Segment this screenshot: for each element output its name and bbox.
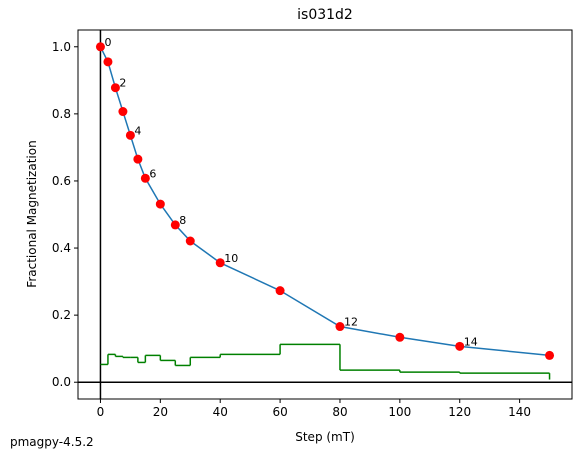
data-point — [118, 107, 128, 117]
y-tick-label: 0.2 — [52, 308, 71, 322]
x-tick-label: 40 — [213, 405, 228, 419]
y-axis-label: Fractional Magnetization — [25, 140, 39, 287]
data-point — [103, 57, 113, 67]
data-point — [110, 83, 120, 93]
point-label: 14 — [464, 335, 478, 348]
plot-frame — [77, 29, 573, 400]
y-tick-label: 0.6 — [52, 174, 71, 188]
x-tick-label: 0 — [97, 405, 105, 419]
x-axis-label: Step (mT) — [295, 430, 355, 444]
data-point — [455, 341, 465, 351]
x-tick-label: 20 — [153, 405, 168, 419]
point-label: 4 — [134, 124, 141, 137]
x-tick-label: 60 — [272, 405, 287, 419]
data-point — [170, 220, 180, 230]
y-tick-label: 0.0 — [52, 375, 71, 389]
point-label: 6 — [149, 167, 156, 180]
point-label: 8 — [179, 214, 186, 227]
point-label: 2 — [119, 77, 126, 90]
y-tick-label: 0.8 — [52, 107, 71, 121]
data-point — [125, 130, 135, 140]
data-point — [545, 350, 555, 360]
data-point — [95, 42, 105, 52]
x-tick-label: 120 — [448, 405, 471, 419]
point-label: 12 — [344, 316, 358, 329]
data-point — [155, 199, 165, 209]
y-tick-label: 0.4 — [52, 241, 71, 255]
x-tick-label: 100 — [388, 405, 411, 419]
point-label: 0 — [104, 36, 111, 49]
y-tick-label: 1.0 — [52, 40, 71, 54]
data-point — [185, 236, 195, 246]
data-point — [215, 258, 225, 268]
data-point — [335, 322, 345, 332]
data-point — [140, 173, 150, 183]
x-tick-label: 140 — [508, 405, 531, 419]
magnetization-line — [99, 46, 550, 357]
point-label: 10 — [224, 252, 238, 265]
x-tick-label: 80 — [332, 405, 347, 419]
data-point — [275, 286, 285, 296]
footer: pmagpy-4.5.2 — [10, 435, 94, 449]
chart-title: is031d2 — [297, 7, 353, 23]
data-point — [133, 154, 143, 164]
data-point — [395, 332, 405, 342]
